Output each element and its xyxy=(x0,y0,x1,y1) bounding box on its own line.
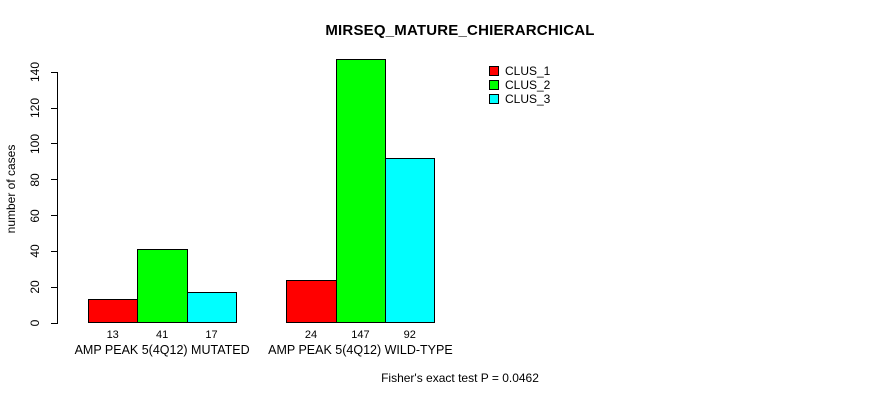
y-axis-tick-label: 0 xyxy=(27,319,42,327)
legend-label-clus_3: CLUS_3 xyxy=(505,92,551,106)
legend-swatch-clus_1 xyxy=(489,66,499,76)
category-label: AMP PEAK 5(4Q12) WILD-TYPE xyxy=(268,343,453,357)
bar-clus_2-group2 xyxy=(335,59,387,324)
bar-value-label: 92 xyxy=(403,328,416,341)
bar-value-label: 147 xyxy=(351,328,370,341)
y-axis-tick xyxy=(51,71,57,73)
bar-clus_3-group2 xyxy=(385,157,436,324)
y-axis-tick xyxy=(51,107,57,109)
bar-value-label: 24 xyxy=(304,328,318,341)
y-axis-tick-label: 40 xyxy=(27,244,42,259)
y-axis-tick xyxy=(51,286,57,288)
legend-swatch-clus_2 xyxy=(489,80,499,90)
y-axis-tick xyxy=(51,179,57,181)
y-axis-tick xyxy=(51,250,57,252)
bar-value-label: 41 xyxy=(155,328,169,341)
y-axis-tick-label: 100 xyxy=(27,133,42,154)
annotation-text: Fisher's exact test P = 0.0462 xyxy=(381,371,539,385)
y-axis-line xyxy=(57,71,58,324)
y-axis-tick-label: 120 xyxy=(27,98,42,119)
y-axis-tick-label: 60 xyxy=(27,208,42,223)
category-label: AMP PEAK 5(4Q12) MUTATED xyxy=(74,343,250,357)
legend-label-clus_2: CLUS_2 xyxy=(505,78,551,92)
y-axis-tick-label: 80 xyxy=(27,172,42,187)
chart-title: MIRSEQ_MATURE_CHIERARCHICAL xyxy=(325,22,595,39)
bar-value-label: 13 xyxy=(106,328,119,341)
bar-value-label: 17 xyxy=(205,328,218,341)
legend-swatch-clus_3 xyxy=(489,94,499,104)
bar-clus_3-group1 xyxy=(186,292,238,324)
y-axis-tick-label: 140 xyxy=(27,62,42,83)
bar-clus_2-group1 xyxy=(137,249,188,324)
bar-clus_1-group1 xyxy=(88,299,139,324)
legend-label-clus_1: CLUS_1 xyxy=(505,64,551,78)
y-axis-tick xyxy=(51,322,57,324)
y-axis-tick xyxy=(51,143,57,145)
bar-clus_1-group2 xyxy=(286,279,337,324)
y-axis-tick xyxy=(51,215,57,216)
y-axis-title: number of cases xyxy=(4,144,18,234)
y-axis-tick-label: 20 xyxy=(27,280,42,294)
